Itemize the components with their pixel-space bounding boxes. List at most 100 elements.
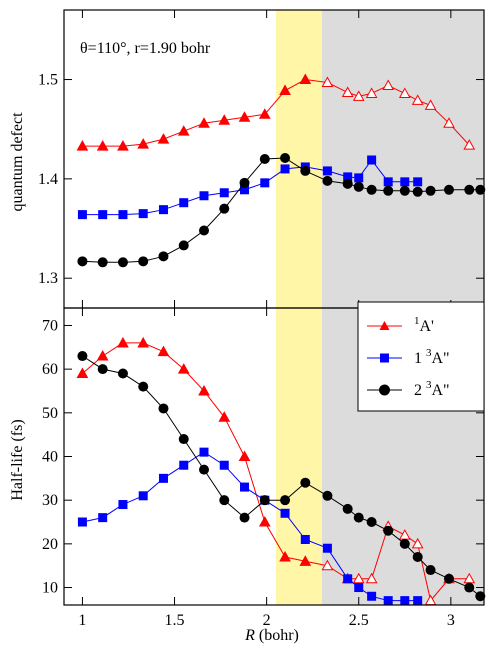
data-point-1A_prime (117, 336, 129, 348)
data-point-1_3A_dblprime (343, 172, 353, 182)
data-point-2_3A_dblprime (342, 503, 353, 514)
y-tick-label: 1.4 (38, 171, 58, 188)
data-point-2_3A_dblprime (178, 240, 189, 251)
data-point-1A_prime (365, 572, 378, 584)
data-point-2_3A_dblprime (342, 178, 353, 189)
data-point-2_3A_dblprime (366, 517, 377, 528)
data-point-2_3A_dblprime (322, 175, 333, 186)
data-point-1A_prime (279, 84, 291, 95)
y-tick-label: 70 (42, 317, 58, 334)
data-point-1A_prime (279, 550, 291, 562)
data-point-2_3A_dblprime (117, 257, 128, 268)
series-layer (76, 73, 486, 606)
data-point-2_3A_dblprime (117, 368, 128, 379)
data-point-1_3A_dblprime (199, 191, 209, 201)
data-point-1_3A_dblprime (77, 517, 87, 527)
data-point-1A_prime (177, 125, 190, 136)
data-point-2_3A_dblprime (383, 525, 394, 536)
data-point-2_3A_dblprime (239, 512, 250, 523)
data-point-1_3A_dblprime (354, 173, 364, 183)
data-point-1A_prime (218, 114, 231, 125)
data-point-2_3A_dblprime (383, 185, 394, 196)
data-point-2_3A_dblprime (259, 154, 270, 164)
data-point-1A_prime (299, 73, 312, 85)
legend-marker (379, 384, 390, 396)
series-line-1A_prime (82, 78, 470, 147)
data-point-1A_prime (352, 572, 365, 584)
data-point-2_3A_dblprime (464, 582, 475, 593)
data-point-2_3A_dblprime (219, 495, 230, 506)
x-axis-label-var: R (244, 627, 255, 644)
data-point-1_3A_dblprime (322, 543, 332, 553)
data-point-2_3A_dblprime (138, 256, 149, 267)
data-point-1A_prime (258, 515, 271, 527)
legend: 1A' 1 3A" 2 3A" (357, 301, 485, 412)
data-point-1_3A_dblprime (158, 473, 168, 483)
data-point-1A_prime (157, 133, 170, 144)
data-point-1A_prime (382, 79, 395, 90)
data-point-1A_prime (424, 99, 437, 110)
y-tick-label: 1.3 (38, 270, 58, 287)
data-point-1A_prime (157, 345, 170, 357)
legend-label: 1A' (414, 315, 434, 335)
data-point-1A_prime (463, 139, 476, 150)
data-point-2_3A_dblprime (412, 551, 423, 562)
data-point-1_3A_dblprime (98, 513, 108, 523)
data-point-1_3A_dblprime (400, 596, 410, 606)
data-point-1A_prime (398, 87, 411, 98)
data-point-2_3A_dblprime (239, 177, 250, 188)
legend-label: 2 3A" (414, 379, 450, 399)
legend-entry-1A-prime: 1A' (367, 315, 434, 335)
data-point-2_3A_dblprime (97, 364, 108, 375)
data-point-2_3A_dblprime (138, 381, 149, 392)
legend-box (357, 301, 485, 412)
data-point-1_3A_dblprime (77, 210, 87, 220)
data-point-2_3A_dblprime (399, 185, 410, 196)
data-point-1_3A_dblprime (413, 596, 423, 606)
data-point-1A_prime (198, 384, 210, 396)
y-tick-label: 30 (42, 492, 58, 509)
data-point-1_3A_dblprime (280, 164, 290, 174)
x-axis-label: R (bohr) (244, 627, 299, 644)
data-point-1A_prime (258, 108, 271, 119)
x-tick-label: 1.5 (165, 612, 185, 629)
data-point-1_3A_dblprime (199, 447, 209, 457)
data-point-1A_prime (137, 336, 150, 348)
data-point-1A_prime (299, 555, 312, 566)
data-point-1_3A_dblprime (179, 460, 189, 470)
data-point-2_3A_dblprime (259, 495, 270, 506)
data-point-1A_prime (76, 140, 89, 151)
data-point-2_3A_dblprime (158, 403, 169, 414)
data-point-1_3A_dblprime (367, 155, 377, 165)
data-point-1A_prime (321, 76, 334, 88)
data-point-1_3A_dblprime (138, 209, 148, 219)
data-point-1_3A_dblprime (383, 177, 393, 187)
legend-label: 1 3A" (414, 347, 450, 367)
shaded-region (321, 10, 484, 308)
data-point-2_3A_dblprime (464, 184, 475, 195)
data-point-1_3A_dblprime (400, 177, 410, 187)
data-point-1A_prime (411, 94, 424, 105)
y-tick-label: 1.5 (38, 72, 58, 89)
data-point-1_3A_dblprime (179, 198, 189, 208)
y-tick-label: 40 (42, 449, 58, 466)
data-point-2_3A_dblprime (300, 477, 311, 488)
data-point-1A_prime (238, 111, 251, 122)
top-ylabel: quantum defect (9, 112, 26, 212)
data-point-2_3A_dblprime (353, 512, 364, 523)
data-point-2_3A_dblprime (425, 185, 436, 196)
legend-entry-2-3A-dblprime: 2 3A" (367, 379, 450, 399)
x-tick-label: 3 (447, 612, 455, 629)
data-point-2_3A_dblprime (300, 165, 311, 176)
x-axis-label-unit: (bohr) (255, 627, 299, 644)
data-point-2_3A_dblprime (444, 184, 454, 195)
data-point-1A_prime (198, 117, 210, 128)
data-point-1_3A_dblprime (219, 460, 229, 470)
legend-entry-1-3A-dblprime: 1 3A" (367, 347, 450, 367)
legend-marker (380, 353, 389, 363)
data-point-1_3A_dblprime (158, 205, 168, 215)
data-point-2_3A_dblprime (199, 464, 209, 475)
annotation-text: θ=110°, r=1.90 bohr (80, 40, 211, 57)
data-point-1_3A_dblprime (219, 188, 229, 198)
data-point-1_3A_dblprime (98, 210, 108, 220)
